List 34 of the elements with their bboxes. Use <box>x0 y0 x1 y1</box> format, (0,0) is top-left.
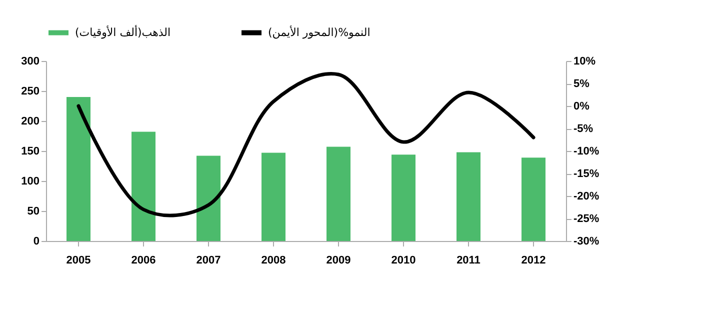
x-tick-label: 2007 <box>196 254 221 266</box>
bar <box>132 132 156 241</box>
x-tick-label: 2012 <box>521 254 546 266</box>
y2-tick-label: -25% <box>574 213 600 225</box>
y-tick-label: 150 <box>21 146 40 158</box>
bar <box>522 158 546 241</box>
bar <box>262 152 286 241</box>
x-tick-label: 2005 <box>66 254 91 266</box>
y-tick-label: 200 <box>21 116 40 128</box>
legend-label: الذهب(ألف الأوقيات) <box>75 24 171 39</box>
bar <box>196 156 220 241</box>
bar <box>66 97 90 241</box>
y2-tick-label: 0% <box>574 100 590 112</box>
y2-tick-label: 10% <box>574 56 596 68</box>
x-tick-label: 2006 <box>131 254 156 266</box>
y2-tick-label: -20% <box>574 190 600 202</box>
y2-tick-label: -15% <box>574 168 600 180</box>
x-tick-label: 2011 <box>456 254 480 266</box>
bar <box>326 146 350 241</box>
y2-tick-label: 5% <box>574 78 590 90</box>
y-tick-label: 300 <box>21 56 40 68</box>
y2-tick-label: -30% <box>574 236 600 248</box>
x-tick-label: 2009 <box>326 254 351 266</box>
x-tick-label: 2008 <box>261 254 286 266</box>
y-tick-label: 100 <box>21 176 40 188</box>
bar <box>392 154 416 241</box>
y2-tick-label: -10% <box>574 146 600 158</box>
legend-label: النمو%(المحور الأيمن) <box>268 24 370 39</box>
y2-tick-label: -5% <box>574 123 594 135</box>
y-tick-label: 250 <box>21 86 40 98</box>
x-tick-label: 2010 <box>391 254 416 266</box>
y-tick-label: 0 <box>33 236 40 248</box>
bar <box>456 152 480 241</box>
y-tick-label: 50 <box>27 206 40 218</box>
